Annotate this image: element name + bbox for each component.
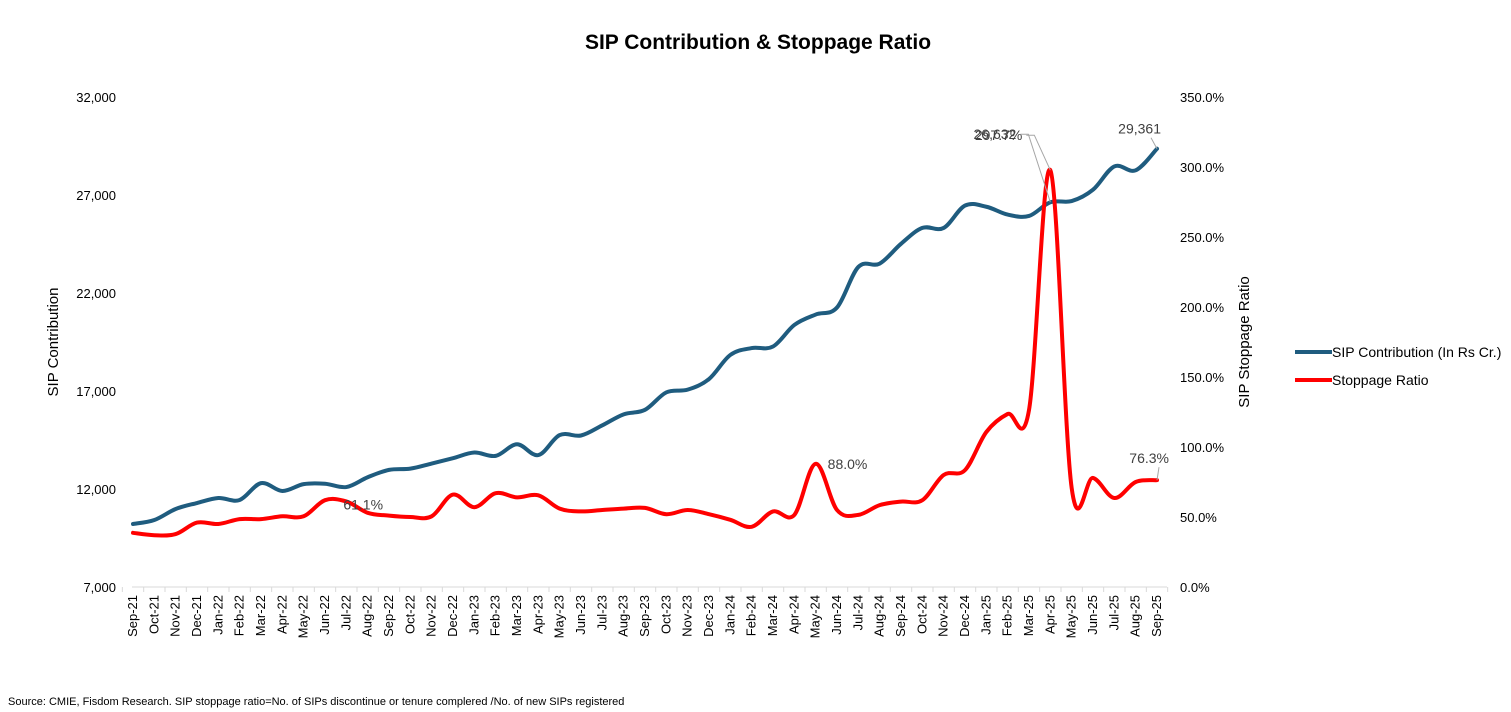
- x-tick-label: Feb-25: [1000, 595, 1015, 636]
- data-labels: 61.1% 88.0% 297.7%26,632 29,361 76.3%: [343, 121, 1169, 513]
- right-tick-label: 350.0%: [1180, 90, 1225, 105]
- x-tick-label: Apr-22: [274, 595, 289, 634]
- right-axis-ticks: 0.0% 50.0% 100.0% 150.0% 200.0% 250.0% 300.0% 3…: [1180, 90, 1225, 595]
- left-axis-title: SIP Contribution: [45, 288, 62, 397]
- x-tick-label: Sep-22: [381, 595, 396, 637]
- x-tick-label: Nov-24: [936, 595, 951, 637]
- x-tick-label: May-24: [808, 595, 823, 638]
- right-tick-label: 300.0%: [1180, 160, 1225, 175]
- x-tick-label: Nov-23: [680, 595, 695, 637]
- left-tick-label: 17,000: [76, 384, 116, 399]
- x-tick-label: May-22: [296, 595, 311, 638]
- x-tick-label: Jun-22: [317, 595, 332, 635]
- x-tick-label: Aug-25: [1128, 595, 1143, 637]
- x-tick-label: Jan-25: [978, 595, 993, 635]
- x-tick-label: Sep-25: [1149, 595, 1164, 637]
- x-tick-label: Mar-24: [765, 595, 780, 636]
- x-tick-label: Sep-21: [125, 595, 140, 637]
- x-tick-label: Oct-23: [658, 595, 673, 634]
- x-tick-label: Jul-24: [850, 595, 865, 630]
- x-tick-label: Jun-24: [829, 595, 844, 635]
- x-tick-label: Feb-23: [488, 595, 503, 636]
- data-label: 26,632: [974, 126, 1017, 142]
- right-tick-label: 50.0%: [1180, 510, 1217, 525]
- series-layer: [131, 146, 1159, 538]
- x-tick-label: Feb-24: [744, 595, 759, 636]
- x-tick-label: Jan-22: [210, 595, 225, 635]
- x-tick-label: Apr-25: [1042, 595, 1057, 634]
- right-tick-label: 0.0%: [1180, 580, 1210, 595]
- x-tick-label: Dec-22: [445, 595, 460, 637]
- legend: SIP Contribution (In Rs Cr.) Stoppage Ra…: [1295, 344, 1501, 388]
- left-tick-label: 7,000: [83, 580, 116, 595]
- legend-label-sip-contribution: SIP Contribution (In Rs Cr.): [1332, 344, 1501, 360]
- x-tick-label: Apr-23: [530, 595, 545, 634]
- x-tick-label: Jan-23: [466, 595, 481, 635]
- data-label: 76.3%: [1129, 450, 1169, 466]
- right-tick-label: 100.0%: [1180, 440, 1225, 455]
- x-tick-label: Dec-24: [957, 595, 972, 637]
- series-line-sip-contribution: [131, 146, 1159, 527]
- x-tick-label: Jan-24: [722, 595, 737, 635]
- left-axis-ticks: 7,000 12,000 17,000 22,000 27,000 32,000: [76, 90, 116, 595]
- x-tick-label: Oct-22: [402, 595, 417, 634]
- x-tick-label: Jun-25: [1085, 595, 1100, 635]
- x-tick-label: Aug-23: [616, 595, 631, 637]
- x-tick-label: Aug-24: [872, 595, 887, 637]
- x-tick-label: Mar-23: [509, 595, 524, 636]
- x-tick-label: Nov-21: [168, 595, 183, 637]
- x-tick-label: Aug-22: [360, 595, 375, 637]
- x-tick-label: Jun-23: [573, 595, 588, 635]
- right-tick-label: 250.0%: [1180, 230, 1225, 245]
- leader-line: [1150, 137, 1158, 149]
- x-tick-label: Nov-22: [424, 595, 439, 637]
- x-tick-label: Jul-22: [338, 595, 353, 630]
- chart-title: SIP Contribution & Stoppage Ratio: [585, 31, 931, 54]
- left-tick-label: 12,000: [76, 482, 116, 497]
- x-tick-label: Oct-21: [146, 595, 161, 634]
- leader-line: [1020, 133, 1051, 203]
- data-label: 297.7%: [975, 127, 1022, 143]
- x-tick-label: Mar-22: [253, 595, 268, 636]
- x-tick-label: Feb-22: [232, 595, 247, 636]
- x-tick-label: Sep-24: [893, 595, 908, 637]
- x-tick-label: Dec-23: [701, 595, 716, 637]
- x-axis: Sep-21 Oct-21 Nov-21 Dec-21 Jan-22 Feb-22 Mar-…: [121, 586, 1169, 638]
- left-tick-label: 27,000: [76, 188, 116, 203]
- x-tick-label: Mar-25: [1021, 595, 1036, 636]
- x-tick-label: Dec-21: [189, 595, 204, 637]
- series-line-stoppage-ratio: [131, 168, 1159, 538]
- leader-line: [1156, 467, 1160, 481]
- data-label: 88.0%: [828, 456, 868, 472]
- data-label: 61.1%: [343, 496, 383, 512]
- x-tick-label: Sep-23: [637, 595, 652, 637]
- x-tick-label: Apr-24: [786, 595, 801, 634]
- x-tick-label: Jul-23: [594, 595, 609, 630]
- left-tick-label: 32,000: [76, 90, 116, 105]
- right-tick-label: 150.0%: [1180, 370, 1225, 385]
- data-label: 29,361: [1118, 121, 1161, 137]
- legend-label-stoppage-ratio: Stoppage Ratio: [1332, 372, 1429, 388]
- x-tick-label: Jul-25: [1106, 595, 1121, 630]
- right-axis-title: SIP Stoppage Ratio: [1236, 276, 1253, 407]
- source-footnote: Source: CMIE, Fisdom Research. SIP stopp…: [8, 696, 625, 708]
- left-tick-label: 22,000: [76, 286, 116, 301]
- right-tick-label: 200.0%: [1180, 300, 1225, 315]
- x-tick-label: May-25: [1064, 595, 1079, 638]
- x-tick-label: Oct-24: [914, 595, 929, 634]
- x-tick-label: May-23: [552, 595, 567, 638]
